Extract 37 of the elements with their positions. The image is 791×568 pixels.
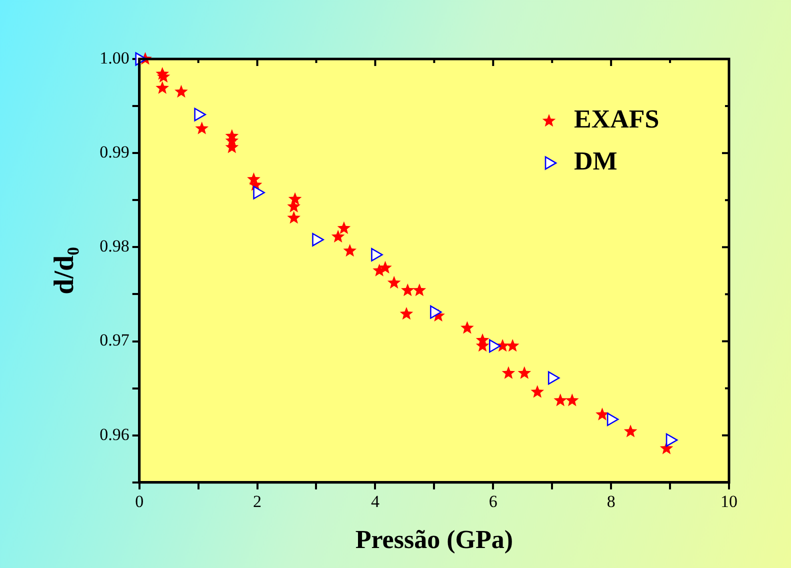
point [156, 70, 170, 83]
point [460, 321, 474, 334]
y-tick-label: 0.99 [100, 142, 130, 162]
point [554, 394, 568, 406]
x-tick-label: 6 [488, 492, 498, 512]
point [624, 424, 638, 438]
point [400, 306, 414, 320]
point [156, 81, 170, 94]
x-tick-label: 8 [606, 492, 616, 512]
legend-label: DM [574, 146, 618, 176]
y-tick-label: 0.98 [100, 236, 130, 256]
point [506, 338, 520, 352]
point [287, 211, 300, 224]
y-tick-label: 1.00 [100, 48, 130, 68]
y-axis-title: d/d₀ [49, 247, 80, 294]
x-axis-title: Pressão (GPa) [355, 525, 514, 554]
point [596, 408, 609, 420]
x-tick-label: 0 [135, 492, 144, 512]
point [502, 366, 516, 379]
legend-label: EXAFS [574, 104, 660, 134]
point [565, 394, 579, 406]
point [530, 385, 544, 398]
x-tick-label: 2 [253, 492, 262, 512]
point [400, 283, 414, 296]
y-tick-label: 0.97 [100, 330, 130, 350]
y-tick-label: 0.96 [100, 424, 130, 444]
point [174, 84, 188, 98]
point [337, 221, 351, 234]
point [518, 366, 532, 379]
point [343, 244, 357, 257]
point [331, 230, 345, 242]
point [412, 283, 426, 296]
x-tick-label: 4 [370, 492, 380, 512]
x-tick-label: 10 [720, 492, 738, 512]
point [195, 122, 209, 134]
point [387, 276, 401, 289]
point [288, 192, 302, 205]
